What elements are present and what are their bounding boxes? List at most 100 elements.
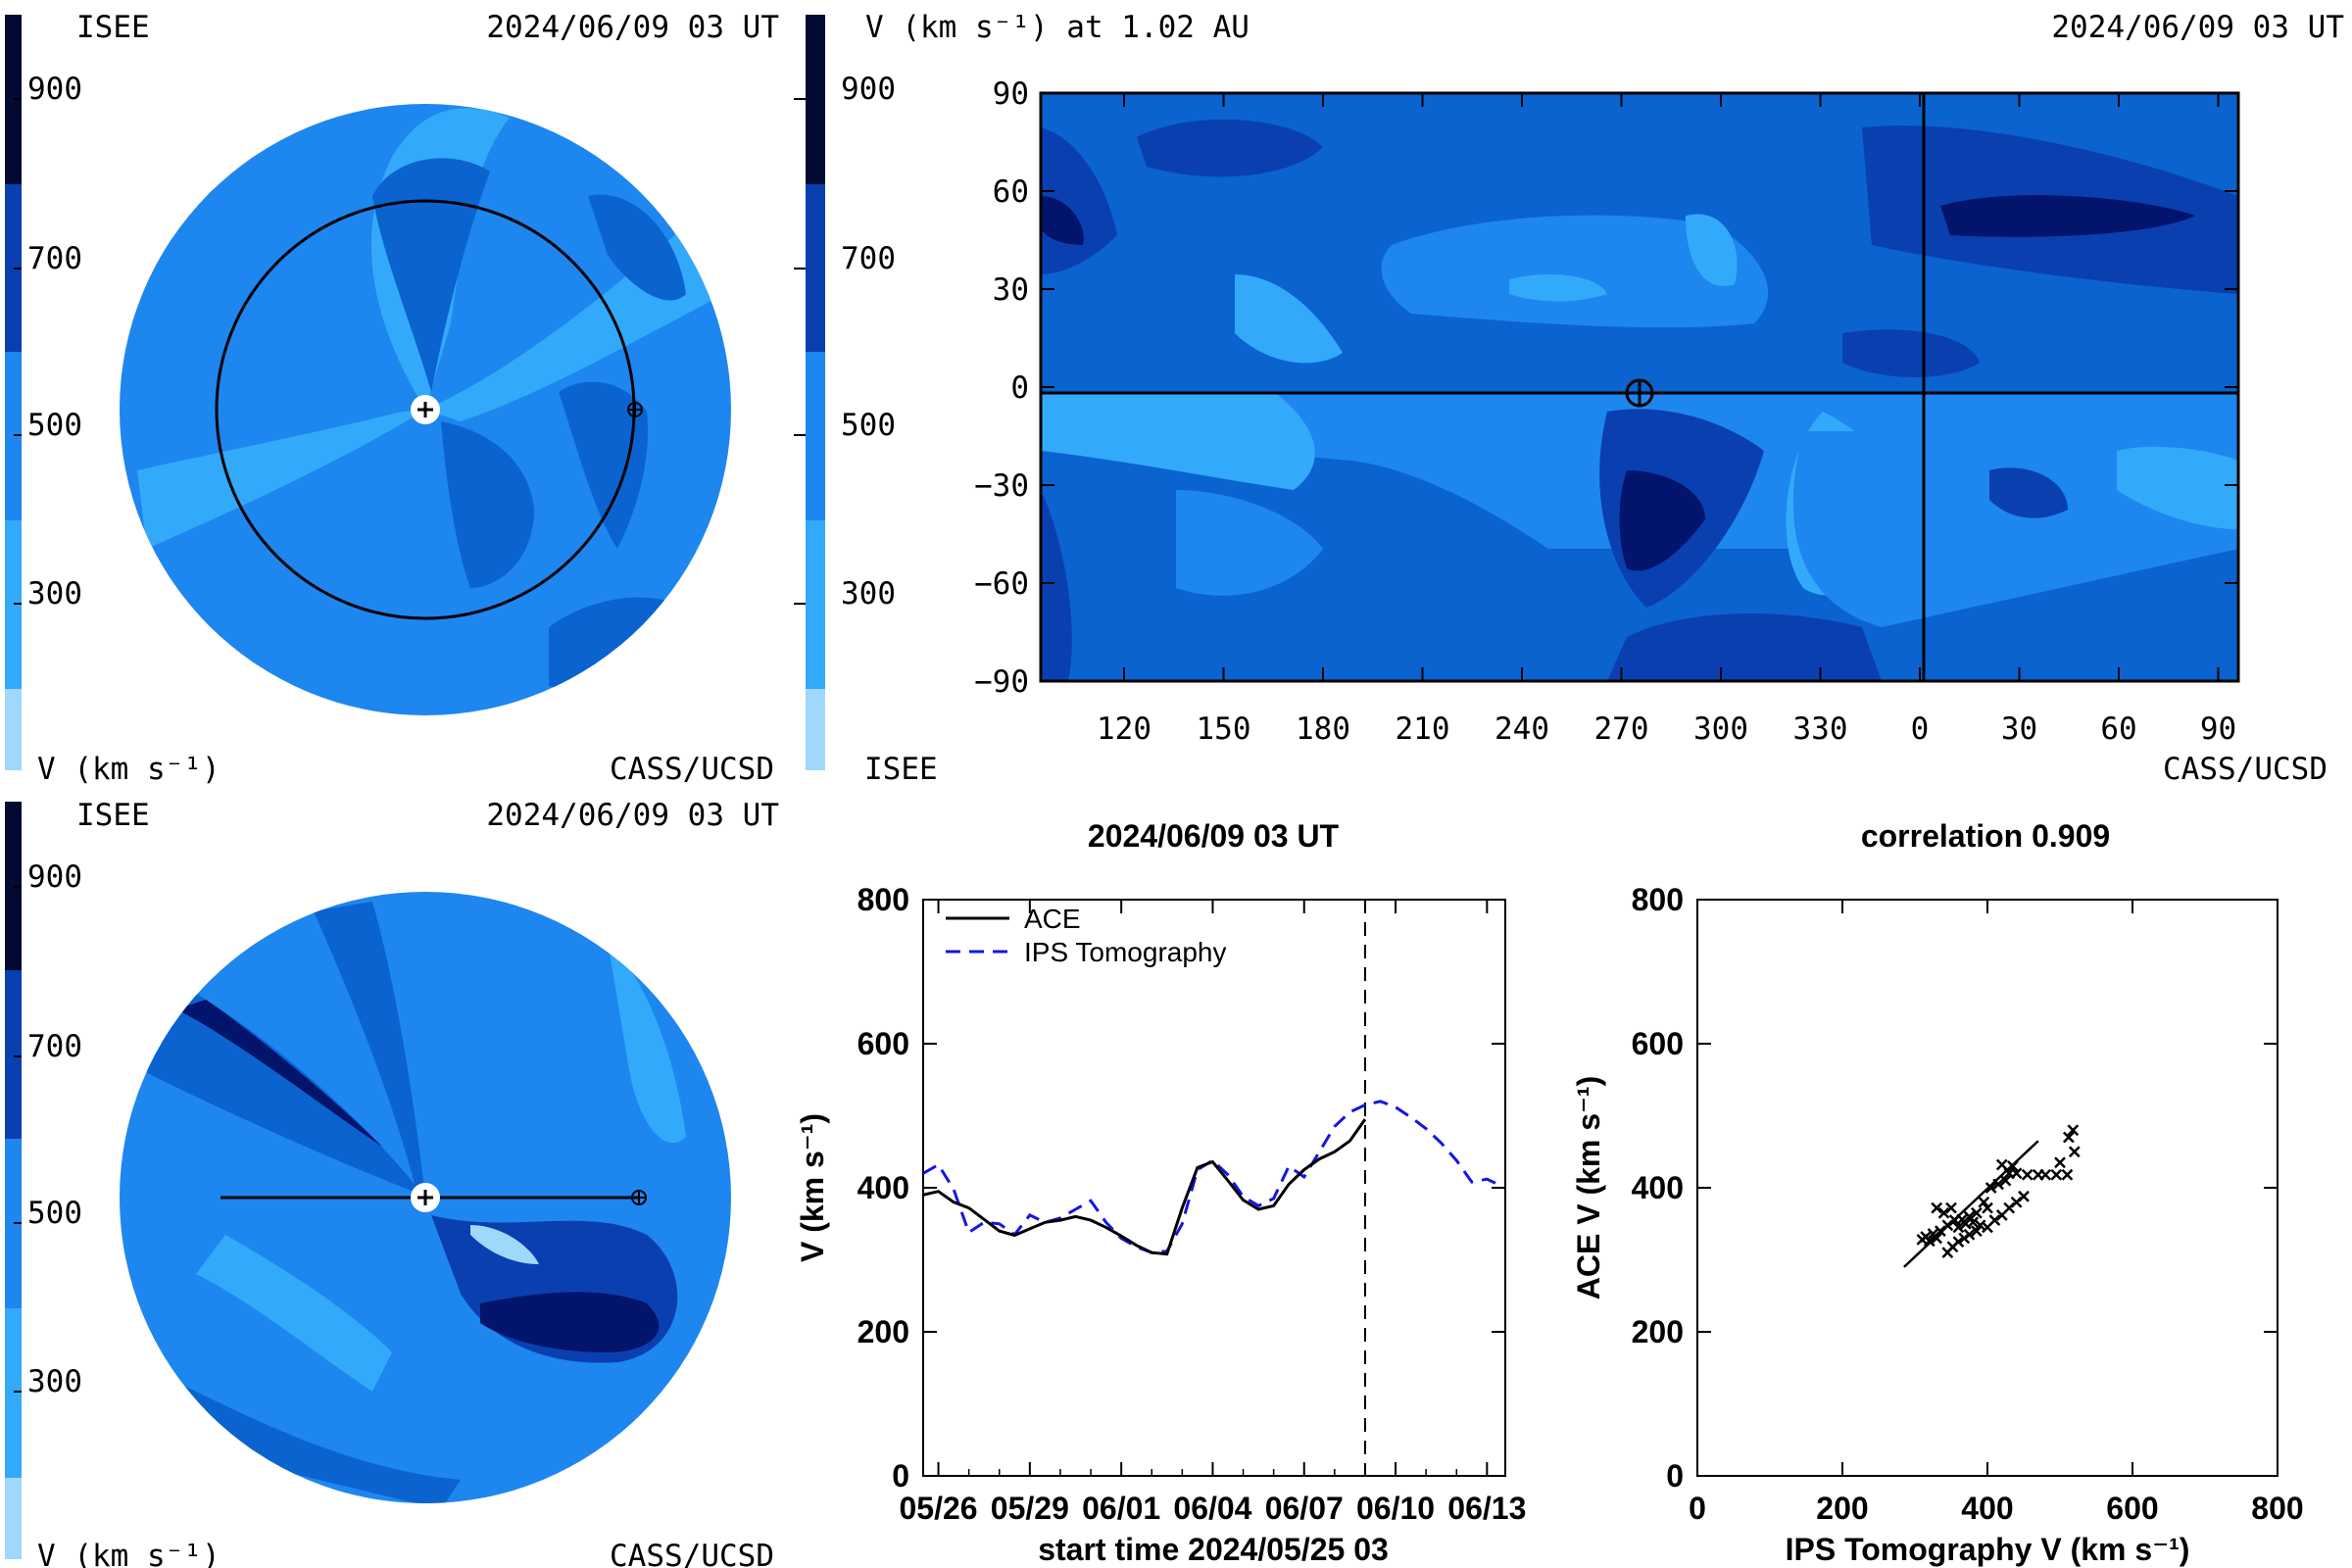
x-tick-label: 600 — [2106, 1491, 2158, 1526]
scatter-title: correlation 0.909 — [1861, 818, 2110, 854]
scatter-chart: 0 200 400 600 800 0 200 400 600 800 ACE V (km s⁻¹… — [1571, 882, 2304, 1567]
contour-region — [1940, 195, 2195, 237]
legend-label-ips: IPS Tomography — [1024, 937, 1227, 967]
x-tick-label: 400 — [1961, 1491, 2013, 1526]
scatter-axes: 0 200 400 600 800 0 200 400 600 800 — [1632, 882, 2304, 1526]
cbar-seg — [5, 1308, 22, 1478]
scatter-point — [1992, 1178, 2004, 1191]
scatter-point — [2062, 1131, 2075, 1144]
contour-region — [1989, 467, 2068, 518]
cbar-tick-label: 700 — [841, 241, 896, 276]
map-x-tick-label: 150 — [1197, 711, 1251, 747]
scatter-point — [2021, 1168, 2034, 1181]
scatter-point — [1978, 1196, 1990, 1208]
x-tick-label: 05/26 — [900, 1491, 978, 1526]
panel-credit: CASS/UCSD — [610, 1539, 774, 1568]
panel-label-isee: ISEE — [864, 752, 938, 787]
cbar-tick-label: 500 — [841, 408, 896, 443]
scatter-point — [1999, 1174, 2012, 1187]
map-title: V (km s⁻¹) at 1.02 AU — [865, 10, 1250, 45]
map-x-axis: 120 150 180 210 240 270 300 330 0 30 60 90 — [1097, 93, 2236, 747]
y-tick-label: 800 — [858, 882, 909, 917]
legend: ACE IPS Tomography — [946, 904, 1227, 967]
cbar-seg — [5, 15, 22, 184]
map-x-tick-label: 0 — [1911, 711, 1930, 747]
cbar-seg — [5, 802, 22, 970]
colorbar-unit-label: V (km s⁻¹) — [37, 1539, 220, 1568]
contour-region — [1381, 215, 1769, 328]
scatter-point — [2054, 1156, 2066, 1169]
cbar-seg — [806, 689, 825, 770]
cbar-seg — [5, 352, 22, 520]
polar-map-top-view — [120, 104, 731, 715]
contour-region — [120, 960, 425, 1198]
y-tick-label: 400 — [858, 1170, 909, 1205]
series-line-ips-tomography — [923, 1100, 1503, 1254]
contour-region — [470, 1225, 539, 1264]
y-tick-label: 400 — [1632, 1170, 1684, 1205]
scatter-point — [1945, 1201, 1957, 1214]
x-tick-label: 800 — [2251, 1491, 2303, 1526]
map-y-tick-label: −30 — [974, 468, 1029, 504]
map-x-tick-label: 90 — [2200, 711, 2236, 747]
scatter-point — [2061, 1168, 2074, 1181]
cbar-tick-label: 300 — [27, 1364, 82, 1399]
panel-credit: CASS/UCSD — [610, 752, 774, 787]
colorbar-unit-label: V (km s⁻¹) — [37, 752, 220, 787]
scatter-point — [1931, 1232, 1943, 1245]
contour-region — [314, 902, 425, 1198]
cbar-tick-label: 700 — [27, 241, 82, 276]
contour-region — [372, 158, 490, 392]
cbar-tick-label: 900 — [841, 72, 896, 107]
map-y-axis: 90 60 30 0 −30 −60 −90 — [974, 76, 2238, 700]
contour-region — [132, 104, 218, 202]
contour-region — [608, 941, 686, 1144]
contour-region — [196, 1235, 392, 1392]
cbar-seg — [806, 184, 825, 352]
cbar-seg — [5, 1478, 22, 1559]
plot-frame — [922, 899, 1506, 1477]
panel-label-isee: ISEE — [76, 798, 150, 833]
x-tick-label: 05/29 — [991, 1491, 1069, 1526]
earth-marker-icon — [631, 1190, 647, 1205]
panel-label-isee: ISEE — [76, 10, 150, 45]
scatter-point — [1952, 1221, 1965, 1234]
cbar-seg — [5, 1139, 22, 1308]
x-tick-label: 06/04 — [1173, 1491, 1251, 1526]
scatter-point — [1923, 1235, 1936, 1248]
x-tick-label: 06/10 — [1356, 1491, 1435, 1526]
contour-region — [441, 421, 534, 588]
cbar-seg — [5, 184, 22, 352]
map-y-tick-label: 30 — [993, 272, 1029, 308]
cbar-tick-label: 900 — [27, 859, 82, 895]
contour-region — [1619, 470, 1705, 571]
x-tick-label: 06/01 — [1082, 1491, 1160, 1526]
contour-region — [176, 1000, 382, 1147]
cbar-seg — [5, 520, 22, 689]
map-y-tick-label: 90 — [993, 76, 1029, 112]
scatter-point — [1937, 1206, 1950, 1219]
panel-credit: CASS/UCSD — [2163, 752, 2328, 787]
contour-region — [1686, 214, 1738, 286]
cbar-seg — [806, 15, 825, 184]
earth-marker-icon — [1625, 378, 1654, 408]
scatter-point — [1967, 1216, 1980, 1229]
x-axis-label: IPS Tomography V (km s⁻¹) — [1786, 1532, 2190, 1567]
map-x-tick-label: 300 — [1693, 711, 1748, 747]
scatter-point — [2007, 1160, 2019, 1172]
scatter-point — [1982, 1201, 1993, 1214]
colorbar-top-left: 900 700 500 300 — [5, 15, 82, 770]
map-y-tick-label: 0 — [1010, 370, 1029, 406]
scatter-point — [1988, 1214, 2001, 1226]
series-line-ace — [923, 1118, 1367, 1256]
cbar-seg — [5, 970, 22, 1139]
y-tick-label: 200 — [858, 1314, 909, 1349]
contour-region — [137, 410, 425, 549]
scatter-point — [1995, 1158, 2008, 1171]
contour-region — [1509, 274, 1607, 302]
y-tick-label: 0 — [892, 1458, 909, 1494]
map-x-tick-label: 270 — [1594, 711, 1649, 747]
timeseries-axes: 0 200 400 600 800 05/26 05/29 06/01 06/04 06/07 06… — [858, 882, 1527, 1526]
timeseries-chart: 0 200 400 600 800 05/26 05/29 06/01 06/04 06/07 06… — [795, 882, 1526, 1567]
